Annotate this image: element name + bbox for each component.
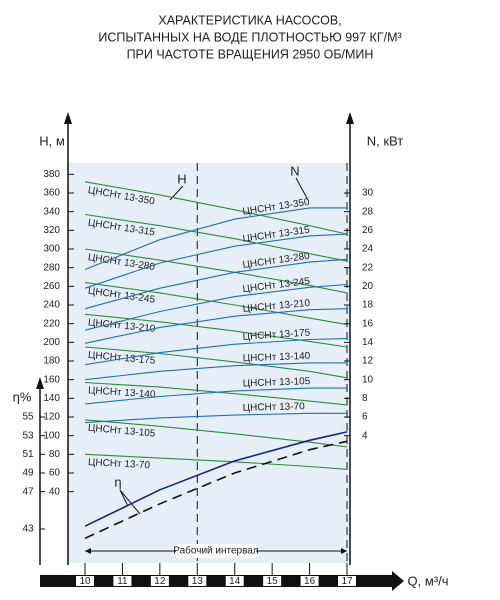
y-tick-label: 100 — [43, 430, 60, 441]
y2-tick-label: 12 — [362, 356, 374, 367]
curve-label: ЦНСНт 13-70 — [243, 401, 306, 414]
y-tick-label: 360 — [43, 188, 60, 199]
y-tick-label: 260 — [43, 281, 60, 292]
y-tick-label: 160 — [43, 374, 60, 385]
y2-tick-label: 30 — [362, 188, 374, 199]
curve — [84, 233, 348, 289]
x-tick-label: 10 — [79, 576, 91, 587]
y3-tick-label: 47 — [22, 486, 34, 497]
y2-tick-label: 8 — [362, 393, 368, 404]
arrow — [392, 571, 404, 591]
chart-title: ХАРАКТЕРИСТИКА НАСОСОВ, — [158, 13, 341, 27]
y2-tick-label: 18 — [362, 300, 374, 311]
y-tick-label: 340 — [43, 206, 60, 217]
annotation: η — [114, 474, 121, 489]
interval-label: Рабочий интервал — [173, 545, 259, 557]
curve — [84, 282, 348, 326]
y2-tick-label: 22 — [362, 262, 374, 273]
y-tick-label: 40 — [49, 486, 61, 497]
y2-tick-label: 26 — [362, 225, 374, 236]
curve-label: ЦНСНт 13-140 — [243, 351, 311, 364]
curve-label: ЦНСНт 13-175 — [242, 328, 311, 343]
curve — [84, 338, 348, 366]
x-tick-box — [300, 576, 319, 586]
curve — [84, 387, 347, 405]
x-tick-label: 14 — [229, 576, 241, 587]
y3-tick-label: 49 — [22, 468, 34, 479]
y-tick-label: 80 — [49, 449, 61, 460]
x-tick-box — [338, 576, 357, 586]
y3-tick-label: 51 — [22, 449, 34, 460]
y2-tick-label: 4 — [362, 430, 368, 441]
y2-tick-label: 16 — [362, 318, 374, 329]
curve — [84, 419, 348, 448]
y2-tick-label: 20 — [362, 281, 374, 292]
curve — [84, 346, 348, 379]
curve — [84, 431, 348, 527]
x-tick-label: 11 — [117, 576, 128, 587]
interval-label-bg — [176, 544, 257, 558]
x-tick-label: 16 — [304, 576, 316, 587]
y2-tick-label: 24 — [362, 244, 374, 255]
leader — [119, 489, 141, 515]
y-tick-label: 280 — [43, 262, 60, 273]
chart-title: ПРИ ЧАСТОТЕ ВРАЩЕНИЯ 2950 ОБ/МИН — [127, 47, 374, 61]
y-axis-title: H, м — [39, 133, 65, 148]
y-tick-label: 380 — [43, 169, 60, 180]
arrow — [36, 377, 44, 389]
y3-axis-title: η% — [13, 389, 32, 404]
x-tick-box — [225, 576, 244, 586]
x-tick-box — [76, 576, 94, 586]
x-tick-box — [188, 576, 207, 586]
arrow — [346, 112, 354, 124]
x-tick-box — [113, 576, 132, 586]
annotation: N — [290, 163, 299, 178]
curve — [84, 283, 348, 331]
x-tick-box — [263, 576, 282, 586]
curve — [84, 308, 348, 344]
y-tick-label: 220 — [43, 318, 60, 329]
y-tick-label: 120 — [43, 412, 60, 423]
annotation: H — [177, 171, 186, 186]
curve — [84, 313, 348, 348]
y3-tick-label: 53 — [22, 430, 34, 441]
y2-tick-label: 6 — [362, 412, 368, 423]
y3-tick-label: 55 — [22, 412, 34, 423]
curve — [84, 440, 348, 540]
y-tick-label: 320 — [43, 225, 60, 236]
y-tick-label: 240 — [43, 300, 60, 311]
curve — [84, 362, 347, 381]
y2-tick-label: 14 — [362, 337, 374, 348]
x-axis-title: Q, м³/ч — [408, 573, 449, 588]
y-tick-label: 60 — [49, 468, 61, 479]
curve — [84, 381, 348, 406]
y2-tick-label: 10 — [362, 374, 374, 385]
curve — [84, 453, 348, 470]
curve — [84, 213, 348, 262]
curve-label: ЦНСНт 13-140 — [88, 385, 157, 400]
x-tick-label: 12 — [154, 576, 166, 587]
x-tick-box — [150, 576, 169, 586]
y-tick-label: 300 — [43, 244, 60, 255]
x-tick-label: 13 — [192, 576, 204, 587]
curve-label: ЦНСНт 13-70 — [88, 457, 151, 471]
leader — [119, 489, 129, 507]
x-tick-label: 17 — [341, 576, 353, 587]
y-tick-label: 140 — [43, 393, 60, 404]
curve — [84, 181, 348, 235]
y2-axis-title: N, кВт — [367, 133, 404, 148]
leader — [295, 177, 309, 201]
curve-label: ЦНСНт 13-105 — [243, 376, 311, 389]
curve — [84, 412, 347, 424]
y-tick-label: 180 — [43, 356, 60, 367]
arrow — [64, 112, 72, 124]
y2-tick-label: 28 — [362, 206, 374, 217]
curve — [84, 207, 347, 271]
y-tick-label: 200 — [43, 337, 60, 348]
curve — [84, 258, 348, 310]
x-tick-label: 15 — [267, 576, 279, 587]
y3-tick-label: 43 — [22, 524, 34, 535]
chart-title: ИСПЫТАННЫХ НА ВОДЕ ПЛОТНОСТЬЮ 997 КГ/М³ — [98, 30, 401, 44]
